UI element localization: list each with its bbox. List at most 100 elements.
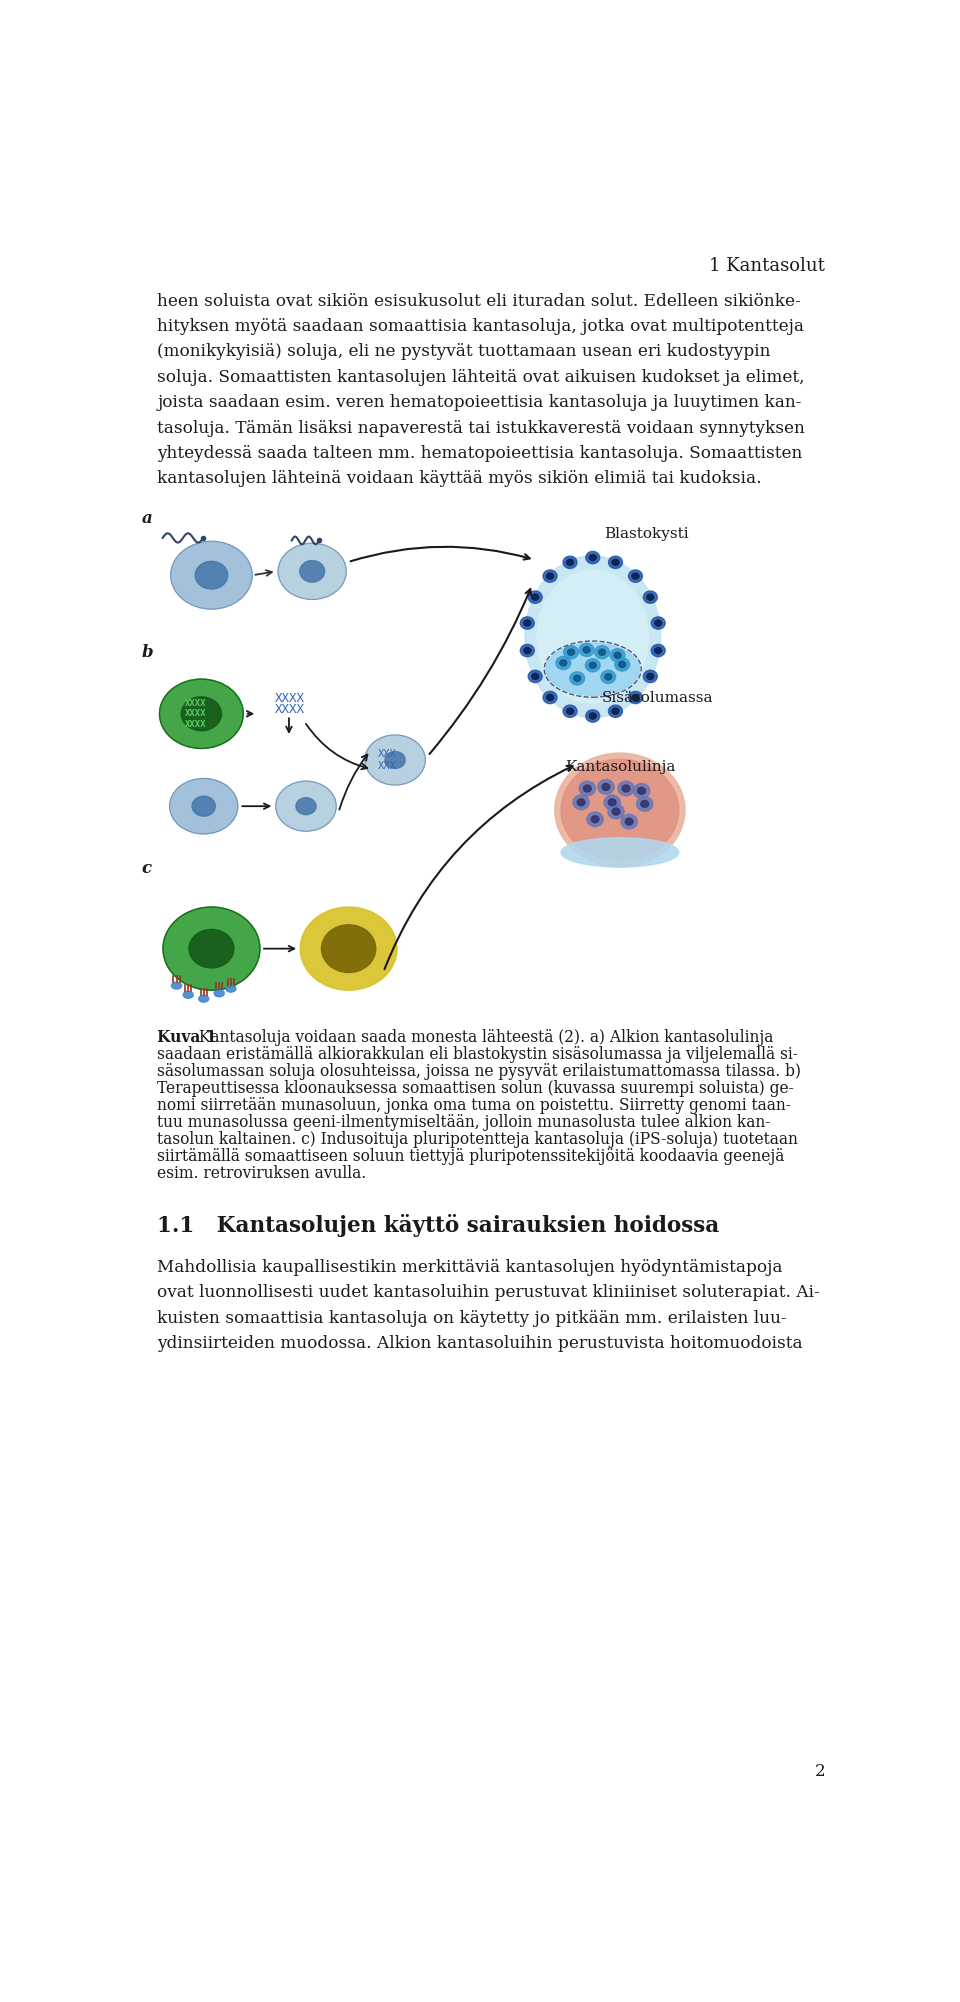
Ellipse shape bbox=[566, 559, 573, 565]
Ellipse shape bbox=[602, 783, 610, 791]
Ellipse shape bbox=[598, 779, 614, 795]
Ellipse shape bbox=[579, 781, 595, 797]
Text: XXX: XXX bbox=[378, 749, 396, 759]
Ellipse shape bbox=[632, 573, 639, 579]
Text: säsolumassan soluja olosuhteissa, joissa ne pysyvät erilaistumattomassa tilassa.: säsolumassan soluja olosuhteissa, joissa… bbox=[157, 1063, 802, 1081]
Text: yhteydessä saada talteen mm. hematopoieettisia kantasoluja. Somaattisten: yhteydessä saada talteen mm. hematopoiee… bbox=[157, 444, 803, 462]
Ellipse shape bbox=[605, 675, 612, 681]
Ellipse shape bbox=[532, 673, 539, 679]
Text: saadaan eristämällä alkiorakkulan eli blastokystin sisäsolumassa ja viljelemallä: saadaan eristämällä alkiorakkulan eli bl… bbox=[157, 1047, 798, 1063]
Ellipse shape bbox=[528, 671, 542, 683]
Ellipse shape bbox=[322, 925, 375, 973]
Ellipse shape bbox=[611, 649, 625, 663]
Ellipse shape bbox=[614, 659, 630, 671]
Ellipse shape bbox=[625, 819, 633, 825]
Ellipse shape bbox=[300, 907, 397, 991]
Ellipse shape bbox=[543, 571, 557, 583]
Ellipse shape bbox=[520, 645, 535, 657]
Text: esim. retroviruksen avulla.: esim. retroviruksen avulla. bbox=[157, 1165, 367, 1181]
Ellipse shape bbox=[300, 561, 324, 583]
Ellipse shape bbox=[618, 781, 635, 797]
Text: Kantasoluja voidaan saada monesta lähteestä (2). a) Alkion kantasolulinja: Kantasoluja voidaan saada monesta lähtee… bbox=[194, 1029, 774, 1047]
Text: ydinsiirteiden muodossa. Alkion kantasoluihin perustuvista hoitomuodoista: ydinsiirteiden muodossa. Alkion kantasol… bbox=[157, 1335, 803, 1351]
Ellipse shape bbox=[587, 813, 603, 827]
Ellipse shape bbox=[528, 591, 542, 603]
Ellipse shape bbox=[655, 647, 661, 653]
Text: joista saadaan esim. veren hematopoieettisia kantasoluja ja luuytimen kan-: joista saadaan esim. veren hematopoieett… bbox=[157, 394, 802, 410]
Ellipse shape bbox=[560, 661, 566, 667]
Text: tasolun kaltainen. c) Indusoituja pluripotentteja kantasoluja (iPS-soluja) tuote: tasolun kaltainen. c) Indusoituja plurip… bbox=[157, 1131, 798, 1147]
Text: c: c bbox=[142, 861, 152, 877]
Text: XXXX: XXXX bbox=[184, 709, 206, 719]
Ellipse shape bbox=[629, 571, 642, 583]
Ellipse shape bbox=[612, 709, 619, 715]
Ellipse shape bbox=[584, 785, 591, 793]
Ellipse shape bbox=[594, 645, 610, 659]
Text: XXXX: XXXX bbox=[275, 703, 305, 715]
Text: (monikykyisiä) soluja, eli ne pystyvät tuottamaan usean eri kudostyypin: (monikykyisiä) soluja, eli ne pystyvät t… bbox=[157, 344, 771, 360]
Ellipse shape bbox=[637, 787, 645, 795]
Text: 1 Kantasolut: 1 Kantasolut bbox=[709, 256, 826, 274]
Ellipse shape bbox=[195, 561, 228, 589]
Ellipse shape bbox=[601, 671, 615, 683]
Ellipse shape bbox=[612, 559, 619, 565]
Ellipse shape bbox=[647, 595, 654, 601]
Ellipse shape bbox=[589, 663, 596, 669]
Text: b: b bbox=[142, 645, 154, 661]
Ellipse shape bbox=[226, 985, 236, 993]
Ellipse shape bbox=[586, 551, 600, 565]
Ellipse shape bbox=[159, 679, 243, 749]
Text: 1.1   Kantasolujen käyttö sairauksien hoidossa: 1.1 Kantasolujen käyttö sairauksien hoid… bbox=[157, 1215, 719, 1237]
Text: kuisten somaattisia kantasoluja on käytetty jo pitkään mm. erilaisten luu-: kuisten somaattisia kantasoluja on käyte… bbox=[157, 1309, 787, 1327]
Ellipse shape bbox=[612, 809, 620, 815]
Ellipse shape bbox=[561, 759, 679, 861]
Ellipse shape bbox=[643, 671, 658, 683]
Ellipse shape bbox=[577, 799, 585, 805]
Ellipse shape bbox=[622, 785, 630, 793]
Ellipse shape bbox=[651, 617, 665, 629]
Ellipse shape bbox=[183, 991, 193, 999]
Ellipse shape bbox=[564, 705, 577, 717]
Ellipse shape bbox=[566, 709, 573, 715]
Ellipse shape bbox=[608, 805, 624, 819]
Ellipse shape bbox=[655, 621, 661, 627]
Text: Kuva 1: Kuva 1 bbox=[157, 1029, 217, 1047]
Text: tuu munasolussa geeni-ilmentymiseltään, jolloin munasolusta tulee alkion kan-: tuu munasolussa geeni-ilmentymiseltään, … bbox=[157, 1115, 771, 1131]
Text: XXX: XXX bbox=[378, 761, 396, 771]
Ellipse shape bbox=[567, 649, 574, 655]
Ellipse shape bbox=[170, 779, 238, 835]
Ellipse shape bbox=[586, 711, 600, 723]
Ellipse shape bbox=[609, 799, 616, 805]
Ellipse shape bbox=[614, 653, 621, 659]
Ellipse shape bbox=[543, 691, 557, 703]
Ellipse shape bbox=[564, 645, 579, 659]
Text: XXXX: XXXX bbox=[184, 721, 206, 729]
Ellipse shape bbox=[172, 983, 181, 989]
Ellipse shape bbox=[636, 797, 653, 811]
Ellipse shape bbox=[579, 643, 594, 657]
Text: Sisäsolumassa: Sisäsolumassa bbox=[602, 691, 713, 705]
Ellipse shape bbox=[546, 643, 639, 695]
Ellipse shape bbox=[163, 907, 260, 991]
Ellipse shape bbox=[555, 753, 685, 867]
Ellipse shape bbox=[532, 595, 539, 601]
Ellipse shape bbox=[192, 797, 215, 817]
Text: Terapeuttisessa kloonauksessa somaattisen solun (kuvassa suurempi soluista) ge-: Terapeuttisessa kloonauksessa somaattise… bbox=[157, 1081, 794, 1097]
Text: soluja. Somaattisten kantasolujen lähteitä ovat aikuisen kudokset ja elimet,: soluja. Somaattisten kantasolujen lähtei… bbox=[157, 368, 804, 386]
Ellipse shape bbox=[641, 801, 649, 807]
Text: nomi siirretään munasoluun, jonka oma tuma on poistettu. Siirretty genomi taan-: nomi siirretään munasoluun, jonka oma tu… bbox=[157, 1097, 791, 1115]
Ellipse shape bbox=[171, 541, 252, 609]
Ellipse shape bbox=[621, 815, 637, 829]
Ellipse shape bbox=[525, 557, 660, 717]
Text: a: a bbox=[142, 511, 153, 527]
Ellipse shape bbox=[651, 645, 665, 657]
Ellipse shape bbox=[589, 713, 596, 719]
Text: Mahdollisia kaupallisestikin merkittäviä kantasolujen hyödyntämistapoja: Mahdollisia kaupallisestikin merkittäviä… bbox=[157, 1259, 782, 1275]
Ellipse shape bbox=[524, 647, 531, 653]
Ellipse shape bbox=[385, 751, 405, 769]
Text: ovat luonnollisesti uudet kantasoluihin perustuvat kliniiniset soluterapiat. Ai-: ovat luonnollisesti uudet kantasoluihin … bbox=[157, 1285, 820, 1301]
Ellipse shape bbox=[604, 795, 620, 809]
Ellipse shape bbox=[573, 795, 589, 809]
Ellipse shape bbox=[574, 675, 581, 681]
Ellipse shape bbox=[570, 673, 585, 685]
